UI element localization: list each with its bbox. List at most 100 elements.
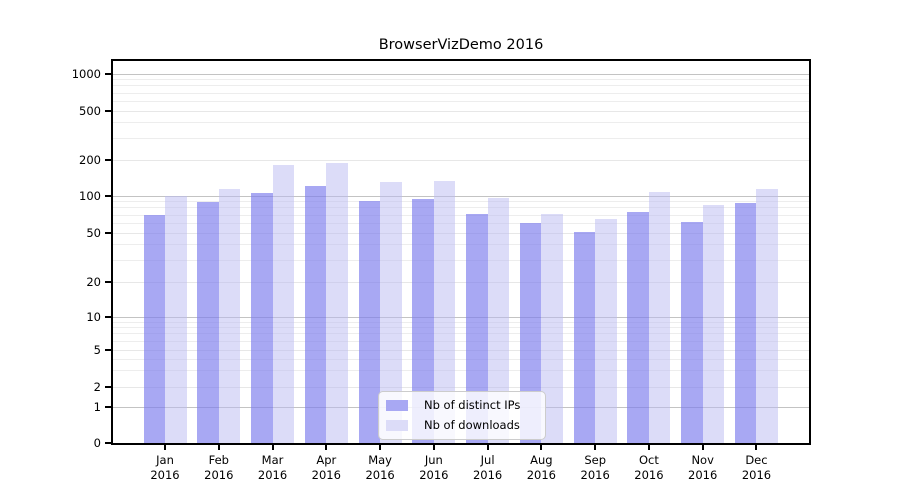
x-tick-label: Apr 2016 bbox=[298, 453, 354, 482]
x-tick-label: Jun 2016 bbox=[406, 453, 462, 482]
x-tick bbox=[217, 445, 220, 450]
x-tick-label-year: 2016 bbox=[419, 467, 449, 482]
x-tick-label: May 2016 bbox=[352, 453, 408, 482]
bar-distinct-ips bbox=[681, 221, 703, 443]
x-tick-label: Jan 2016 bbox=[137, 453, 193, 482]
gridline bbox=[113, 222, 809, 224]
gridline bbox=[113, 110, 809, 112]
gridline bbox=[113, 232, 809, 234]
x-tick bbox=[379, 445, 382, 450]
x-tick bbox=[325, 445, 328, 450]
x-tick-label: Oct 2016 bbox=[621, 453, 677, 482]
x-tick-label-year: 2016 bbox=[204, 467, 234, 482]
bar-distinct-ips bbox=[197, 201, 219, 443]
legend-row-downloads: Nb of downloads bbox=[386, 417, 537, 433]
bar-downloads bbox=[272, 164, 295, 443]
x-tick-label-year: 2016 bbox=[472, 467, 503, 482]
bar-distinct-ips bbox=[466, 213, 488, 443]
y-tick bbox=[105, 110, 112, 112]
gridline bbox=[113, 85, 809, 87]
gridline bbox=[113, 79, 809, 81]
y-tick-label: 10 bbox=[86, 310, 101, 324]
legend-label-downloads: Nb of downloads bbox=[424, 418, 520, 432]
gridline bbox=[113, 327, 809, 329]
x-tick-label-month: Oct bbox=[638, 453, 659, 467]
bar-distinct-ips bbox=[412, 199, 434, 443]
x-tick-label-year: 2016 bbox=[634, 467, 664, 482]
chart-title: BrowserVizDemo 2016 bbox=[378, 37, 544, 53]
x-tick-label-year: 2016 bbox=[311, 467, 341, 482]
y-tick bbox=[105, 195, 112, 197]
gridline bbox=[113, 316, 809, 318]
y-tick bbox=[105, 442, 112, 444]
x-tick-label-year: 2016 bbox=[580, 467, 610, 482]
y-tick-label: 500 bbox=[79, 104, 101, 118]
gridline bbox=[113, 201, 809, 203]
legend-label-distinct-ips: Nb of distinct IPs bbox=[424, 398, 521, 412]
y-tick bbox=[105, 232, 112, 234]
bar-distinct-ips bbox=[251, 193, 273, 443]
gridline bbox=[113, 370, 809, 372]
x-tick-label: Aug 2016 bbox=[513, 453, 569, 482]
bar-distinct-ips bbox=[627, 212, 649, 443]
gridline bbox=[113, 137, 809, 139]
bar-downloads bbox=[648, 192, 671, 443]
y-tick-label: 1 bbox=[93, 400, 101, 414]
gridline bbox=[113, 259, 809, 261]
x-tick bbox=[271, 445, 274, 450]
legend-swatch-distinct-ips-icon bbox=[386, 399, 408, 411]
y-tick bbox=[105, 349, 112, 351]
bar-distinct-ips bbox=[358, 201, 381, 443]
bar-downloads bbox=[218, 188, 241, 443]
x-tick-label-month: Mar bbox=[261, 453, 284, 467]
y-tick-label: 20 bbox=[86, 275, 101, 289]
bar-distinct-ips bbox=[734, 203, 757, 443]
bar-downloads bbox=[380, 182, 402, 443]
plot-area: Nb of distinct IPs Nb of downloads bbox=[111, 59, 811, 445]
x-tick-label-year: 2016 bbox=[688, 467, 718, 482]
gridline bbox=[113, 207, 809, 209]
y-tick-label: 100 bbox=[79, 189, 101, 203]
x-tick-label: Sep 2016 bbox=[567, 453, 623, 482]
x-tick-label-year: 2016 bbox=[150, 467, 180, 482]
bar-downloads bbox=[326, 163, 348, 443]
y-tick-label: 1000 bbox=[71, 67, 101, 81]
x-tick bbox=[486, 445, 489, 450]
y-tick bbox=[105, 159, 112, 161]
gridline bbox=[113, 214, 809, 216]
y-tick bbox=[105, 316, 112, 318]
bar-downloads bbox=[487, 197, 510, 443]
x-tick-label-month: Dec bbox=[745, 453, 768, 467]
bar-distinct-ips bbox=[519, 223, 542, 443]
x-tick bbox=[647, 445, 650, 450]
gridline bbox=[113, 73, 809, 75]
x-tick-label-month: Jul bbox=[480, 453, 495, 467]
gridline bbox=[113, 195, 809, 197]
x-tick-label: Mar 2016 bbox=[245, 453, 301, 482]
bar-downloads bbox=[595, 218, 617, 443]
x-tick bbox=[164, 445, 166, 450]
x-tick bbox=[701, 445, 704, 450]
gridline bbox=[113, 244, 809, 246]
gridline bbox=[113, 92, 809, 94]
y-tick bbox=[105, 73, 112, 75]
x-tick bbox=[432, 445, 435, 450]
gridline bbox=[113, 333, 809, 335]
y-tick-label: 0 bbox=[93, 436, 101, 450]
gridline bbox=[113, 340, 809, 342]
x-tick-label-month: May bbox=[368, 453, 392, 467]
x-tick-label-month: Apr bbox=[316, 453, 337, 467]
bar-downloads bbox=[541, 214, 563, 443]
gridline bbox=[113, 159, 809, 161]
x-tick-label-month: Feb bbox=[208, 453, 229, 467]
x-tick-label: Nov 2016 bbox=[675, 453, 731, 482]
gridline bbox=[113, 100, 809, 102]
bar-downloads bbox=[756, 189, 778, 443]
x-tick-label: Jul 2016 bbox=[460, 453, 516, 482]
y-tick-label: 5 bbox=[93, 343, 101, 357]
x-tick-label-month: Jan bbox=[156, 453, 174, 467]
gridline bbox=[113, 281, 809, 283]
gridline bbox=[113, 349, 809, 351]
x-tick bbox=[594, 445, 597, 450]
